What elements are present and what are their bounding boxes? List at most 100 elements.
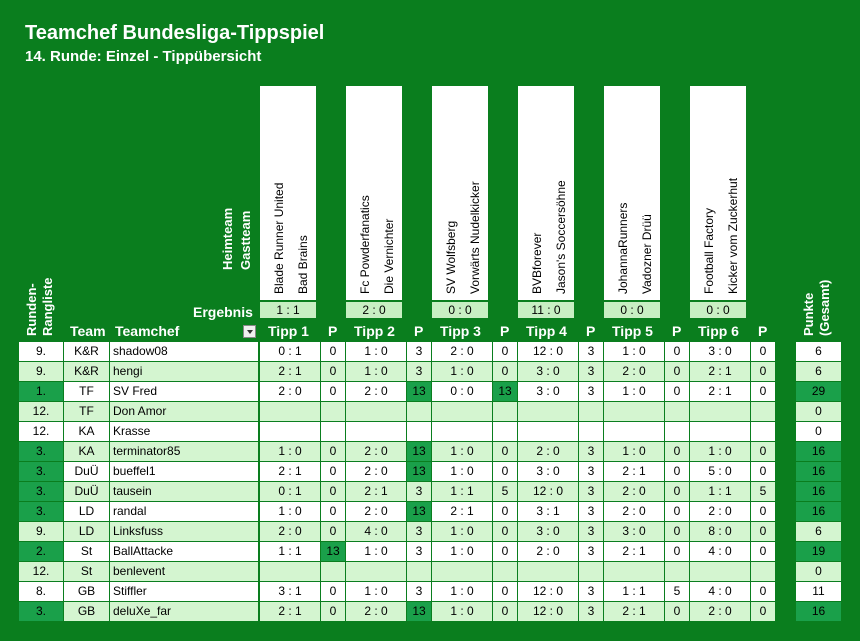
teamchef-cell: Don Amor	[110, 402, 258, 421]
points-cell: 3	[407, 482, 431, 501]
tipp-cell: 1 : 1	[690, 482, 750, 501]
points-header: P	[328, 323, 338, 339]
tipp-cell: 2 : 0	[346, 602, 406, 621]
tipp-cell	[604, 402, 664, 421]
team-cell: KA	[64, 422, 109, 441]
tipp-cell	[260, 422, 320, 441]
total-points-cell: 0	[796, 422, 841, 441]
tipp-cell: 2 : 0	[690, 602, 750, 621]
points-cell: 3	[579, 462, 603, 481]
points-cell: 0	[751, 342, 775, 361]
tipp-cell: 2 : 0	[604, 502, 664, 521]
team-cell: KA	[64, 442, 109, 461]
tipp-cell: 2 : 0	[604, 482, 664, 501]
tipp-cell: 2 : 0	[518, 542, 578, 561]
tipp-cell: 3 : 0	[690, 342, 750, 361]
team-cell: K&R	[64, 342, 109, 361]
tipp-cell: 2 : 0	[518, 442, 578, 461]
tipp-cell: 3 : 0	[604, 522, 664, 541]
tipp-cell: 1 : 0	[604, 382, 664, 401]
team-cell: St	[64, 542, 109, 561]
filter-dropdown-button[interactable]	[243, 325, 256, 338]
teamchef-cell: hengi	[110, 362, 258, 381]
tipp-cell	[432, 422, 492, 441]
tipp-cell: 0 : 1	[260, 482, 320, 501]
tipp-cell: 2 : 1	[260, 462, 320, 481]
points-cell: 13	[407, 502, 431, 521]
tipp-cell	[604, 422, 664, 441]
points-cell: 3	[407, 542, 431, 561]
tipp-cell	[604, 562, 664, 581]
rank-cell: 9.	[19, 362, 63, 381]
points-header: P	[586, 323, 596, 339]
teamchef-cell: Krasse	[110, 422, 258, 441]
page-title: Teamchef Bundesliga-Tippspiel	[25, 22, 325, 44]
points-cell: 3	[579, 602, 603, 621]
points-cell: 0	[493, 522, 517, 541]
points-cell: 0	[751, 522, 775, 541]
points-cell	[751, 562, 775, 581]
points-cell: 0	[493, 442, 517, 461]
rank-cell: 3.	[19, 602, 63, 621]
teamchef-cell: terminator85	[110, 442, 258, 461]
total-points-cell: 16	[796, 602, 841, 621]
tipp-cell: 2 : 1	[690, 382, 750, 401]
rank-cell: 12.	[19, 402, 63, 421]
points-cell: 0	[493, 342, 517, 361]
tipp-cell	[432, 562, 492, 581]
points-cell: 3	[579, 442, 603, 461]
total-points-cell: 0	[796, 562, 841, 581]
tipp-cell: 2 : 1	[260, 602, 320, 621]
match-header-5: JohannaRunners Vadozner Drüü	[604, 86, 660, 300]
points-cell: 0	[665, 522, 689, 541]
tipp-cell: 1 : 0	[604, 442, 664, 461]
tipp-header: Tipp 4	[526, 323, 567, 339]
tipp-header: Tipp 2	[354, 323, 395, 339]
ergebnis-label: Ergebnis	[193, 304, 253, 320]
points-cell: 3	[579, 542, 603, 561]
match-header-1: Blade Runner United Bad Brains	[260, 86, 316, 300]
tipp-cell: 2 : 0	[346, 502, 406, 521]
points-cell	[321, 402, 345, 421]
tipp-header: Tipp 1	[268, 323, 309, 339]
tipp-cell: 3 : 0	[518, 382, 578, 401]
points-cell: 3	[407, 362, 431, 381]
points-cell	[321, 422, 345, 441]
tipp-cell: 2 : 0	[346, 442, 406, 461]
points-cell: 13	[321, 542, 345, 561]
tipp-cell	[346, 422, 406, 441]
match-result: 2 : 0	[346, 302, 402, 318]
tipp-cell: 1 : 0	[690, 442, 750, 461]
match-result: 0 : 0	[690, 302, 746, 318]
tipp-cell: 1 : 0	[432, 582, 492, 601]
points-cell: 0	[321, 502, 345, 521]
tipp-cell: 2 : 1	[346, 482, 406, 501]
tipp-cell: 12 : 0	[518, 602, 578, 621]
tipp-cell: 1 : 0	[346, 362, 406, 381]
points-cell: 0	[321, 362, 345, 381]
points-cell: 5	[665, 582, 689, 601]
rank-cell: 3.	[19, 462, 63, 481]
tipp-cell: 1 : 0	[432, 602, 492, 621]
tipp-cell: 3 : 0	[518, 522, 578, 541]
points-cell: 0	[751, 542, 775, 561]
points-cell: 0	[321, 482, 345, 501]
tipp-cell	[260, 562, 320, 581]
points-cell: 0	[665, 502, 689, 521]
points-cell	[407, 422, 431, 441]
tipp-cell: 4 : 0	[346, 522, 406, 541]
team-cell: GB	[64, 582, 109, 601]
points-cell: 0	[665, 382, 689, 401]
tipp-cell: 3 : 1	[518, 502, 578, 521]
tipp-cell: 1 : 1	[604, 582, 664, 601]
heimteam-label: Heimteam	[220, 207, 235, 270]
tipp-cell: 2 : 1	[604, 462, 664, 481]
tipp-cell: 2 : 0	[346, 382, 406, 401]
tipp-cell	[690, 562, 750, 581]
points-cell: 3	[407, 342, 431, 361]
tipp-cell	[518, 402, 578, 421]
points-cell: 0	[493, 462, 517, 481]
match-result: 11 : 0	[518, 302, 574, 318]
away-team-label: Die Vernichter	[382, 218, 396, 294]
total-points-cell: 6	[796, 342, 841, 361]
